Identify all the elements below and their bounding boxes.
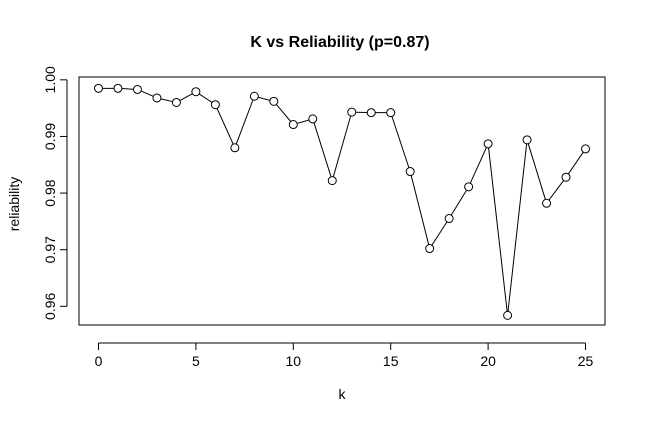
data-point [444,214,454,224]
data-point [522,135,532,145]
x-tick-label: 0 [95,353,103,369]
y-tick-label: 0.97 [42,236,58,263]
y-tick-label: 0.99 [42,123,58,150]
x-tick-label: 5 [192,353,200,369]
data-point [425,244,435,254]
data-point [210,100,220,110]
data-point [93,83,103,93]
data-point [288,120,298,130]
data-point [191,87,201,97]
data-point [386,108,396,118]
data-point [503,310,513,320]
x-tick-label: 15 [383,353,399,369]
data-point [171,97,181,107]
x-tick-label: 25 [578,353,594,369]
data-point [269,96,279,106]
x-tick-label: 20 [480,353,496,369]
x-axis-label: k [339,386,347,402]
data-point [113,83,123,93]
data-point [249,91,259,101]
data-point [327,176,337,186]
data-point [581,144,591,154]
y-axis: 0.96 0.97 0.98 0.99 1.00 [42,66,68,320]
data-point [366,108,376,118]
x-tick-label: 10 [286,353,302,369]
data-point [308,114,318,124]
x-axis: 0 5 10 15 20 25 [95,342,594,369]
data-point [230,143,240,153]
data-point [347,107,357,117]
data-point [405,167,415,177]
data-point [464,182,474,192]
series-line [102,87,584,312]
data-point [561,172,571,182]
y-tick-label: 1.00 [42,66,58,93]
data-point [132,84,142,94]
data-point [542,198,552,208]
y-tick-label: 0.98 [42,179,58,206]
plot-frame [78,76,606,326]
data-point [483,139,493,149]
y-tick-label: 0.96 [42,292,58,319]
data-point [152,93,162,103]
data-points [93,83,591,320]
chart-title: K vs Reliability (p=0.87) [250,34,429,51]
y-axis-label: reliability [6,177,22,231]
